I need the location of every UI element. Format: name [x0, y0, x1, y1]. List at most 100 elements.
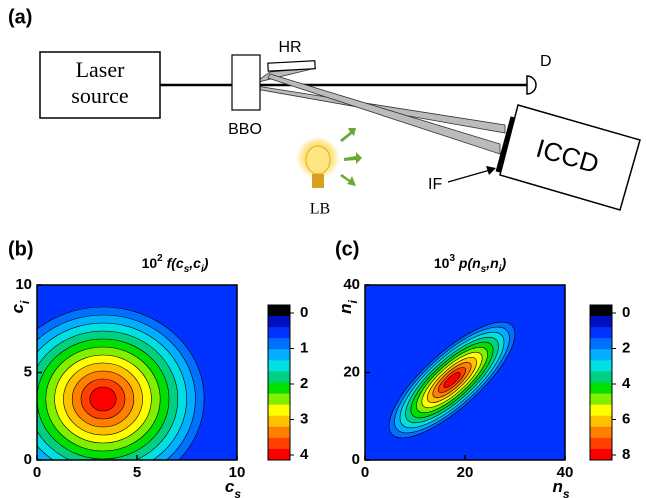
contour-plot: [37, 285, 237, 460]
x-tick-label: 0: [361, 464, 369, 481]
y-tick-label: 10: [15, 276, 32, 293]
beam: [267, 73, 501, 155]
colorbar-band: [268, 360, 290, 372]
label-base: c: [225, 477, 235, 496]
x-axis-label: ns: [552, 477, 569, 498]
x-tick-label: 20: [457, 464, 474, 481]
x-tick-label: 40: [557, 464, 574, 481]
detector: [526, 75, 537, 95]
colorbar-tick-label: 1: [300, 339, 308, 356]
colorbar-band: [590, 338, 612, 350]
contour-level: [443, 372, 461, 388]
colorbar-band: [268, 404, 290, 417]
title-part: f(c: [163, 255, 184, 271]
x-tick-label: 0: [33, 464, 41, 481]
y-tick-label: 5: [24, 363, 32, 380]
colorbar-band: [590, 393, 612, 406]
colorbar-band: [590, 371, 612, 383]
chart-title: 102 f(cs,ci): [142, 253, 209, 275]
crystal: [231, 54, 261, 111]
title-part: ,c: [188, 255, 201, 271]
colorbar-band: [268, 426, 290, 439]
title-part: i: [201, 264, 204, 275]
title-part: 10: [434, 255, 450, 271]
x-tick-label: 5: [133, 464, 141, 481]
x-axis-label: cs: [225, 477, 241, 498]
laser-label: Laser: [76, 57, 126, 82]
colorbar-band: [268, 393, 290, 406]
title-part: 2: [157, 253, 163, 264]
colorbar-tick-label: 2: [622, 339, 630, 356]
contour-plot: [365, 285, 565, 460]
label-sub: i: [346, 299, 360, 303]
colorbar-tick-label: 6: [622, 410, 630, 427]
title-part: p(n: [455, 255, 481, 271]
colorbar-band: [268, 316, 290, 328]
label-sub: i: [18, 300, 32, 304]
lamp-base: [312, 174, 324, 188]
crystal-label: BBO: [228, 121, 262, 138]
lamp: [305, 145, 331, 175]
label-sub: s: [563, 487, 570, 498]
colorbar-band: [590, 382, 612, 395]
colorbar-tick-label: 3: [300, 410, 308, 427]
colorbar-band: [268, 371, 290, 383]
panel-label: (c): [335, 238, 359, 260]
y-tick-label: 0: [352, 451, 360, 468]
colorbar-band: [590, 327, 612, 339]
panel-label: (a): [8, 6, 32, 28]
laser-box: [39, 51, 161, 119]
colorbar-band: [268, 338, 290, 350]
x-tick-label: 10: [229, 464, 246, 481]
filter-label: IF: [428, 176, 442, 193]
title-part: ): [202, 255, 209, 271]
title-part: 3: [449, 253, 455, 264]
colorbar-band: [268, 415, 290, 428]
colorbar-band: [268, 349, 290, 361]
y-tick-label: 0: [24, 451, 32, 468]
colorbar-band: [268, 382, 290, 395]
y-tick-label: 20: [343, 363, 360, 380]
mirror: [267, 60, 316, 72]
colorbar-band: [590, 404, 612, 417]
contour-level: [89, 386, 117, 412]
panel-label: (b): [8, 238, 34, 260]
colorbar-tick-label: 4: [300, 446, 309, 463]
detector-label: D: [540, 53, 552, 70]
label-base: c: [8, 303, 27, 313]
colorbar-tick-label: 0: [622, 304, 630, 321]
colorbar-band: [590, 448, 612, 461]
label-base: n: [552, 477, 562, 496]
laser-label: source: [71, 83, 128, 108]
title-part: 10: [142, 255, 158, 271]
title-part: s: [481, 264, 487, 275]
colorbar-band: [590, 305, 612, 317]
title-part: s: [184, 264, 190, 275]
y-axis-label: ci: [8, 300, 32, 313]
colorbar-tick-label: 0: [300, 304, 308, 321]
colorbar-frame: [589, 304, 613, 461]
colorbar-band: [268, 327, 290, 339]
colorbar-band: [590, 316, 612, 328]
colorbar-band: [590, 437, 612, 450]
arrowhead: [486, 166, 496, 175]
colorbar-tick-label: 4: [622, 375, 631, 392]
colorbar-band: [268, 437, 290, 450]
arrow: [447, 169, 491, 183]
title-part: i: [499, 264, 502, 275]
light-arrows: [340, 128, 362, 186]
y-axis-label: ni: [336, 299, 360, 313]
colorbar-band: [590, 415, 612, 428]
mirror-label: HR: [278, 39, 301, 56]
label-base: n: [336, 303, 355, 313]
lamp-label: LB: [310, 201, 330, 218]
title-part: ): [499, 255, 506, 271]
colorbar-tick-label: 2: [300, 375, 308, 392]
colorbar-frame: [267, 304, 291, 461]
label-sub: s: [234, 487, 241, 498]
colorbar-band: [590, 426, 612, 439]
filter: [495, 116, 516, 173]
y-tick-label: 40: [343, 276, 360, 293]
colorbar-band: [268, 305, 290, 317]
